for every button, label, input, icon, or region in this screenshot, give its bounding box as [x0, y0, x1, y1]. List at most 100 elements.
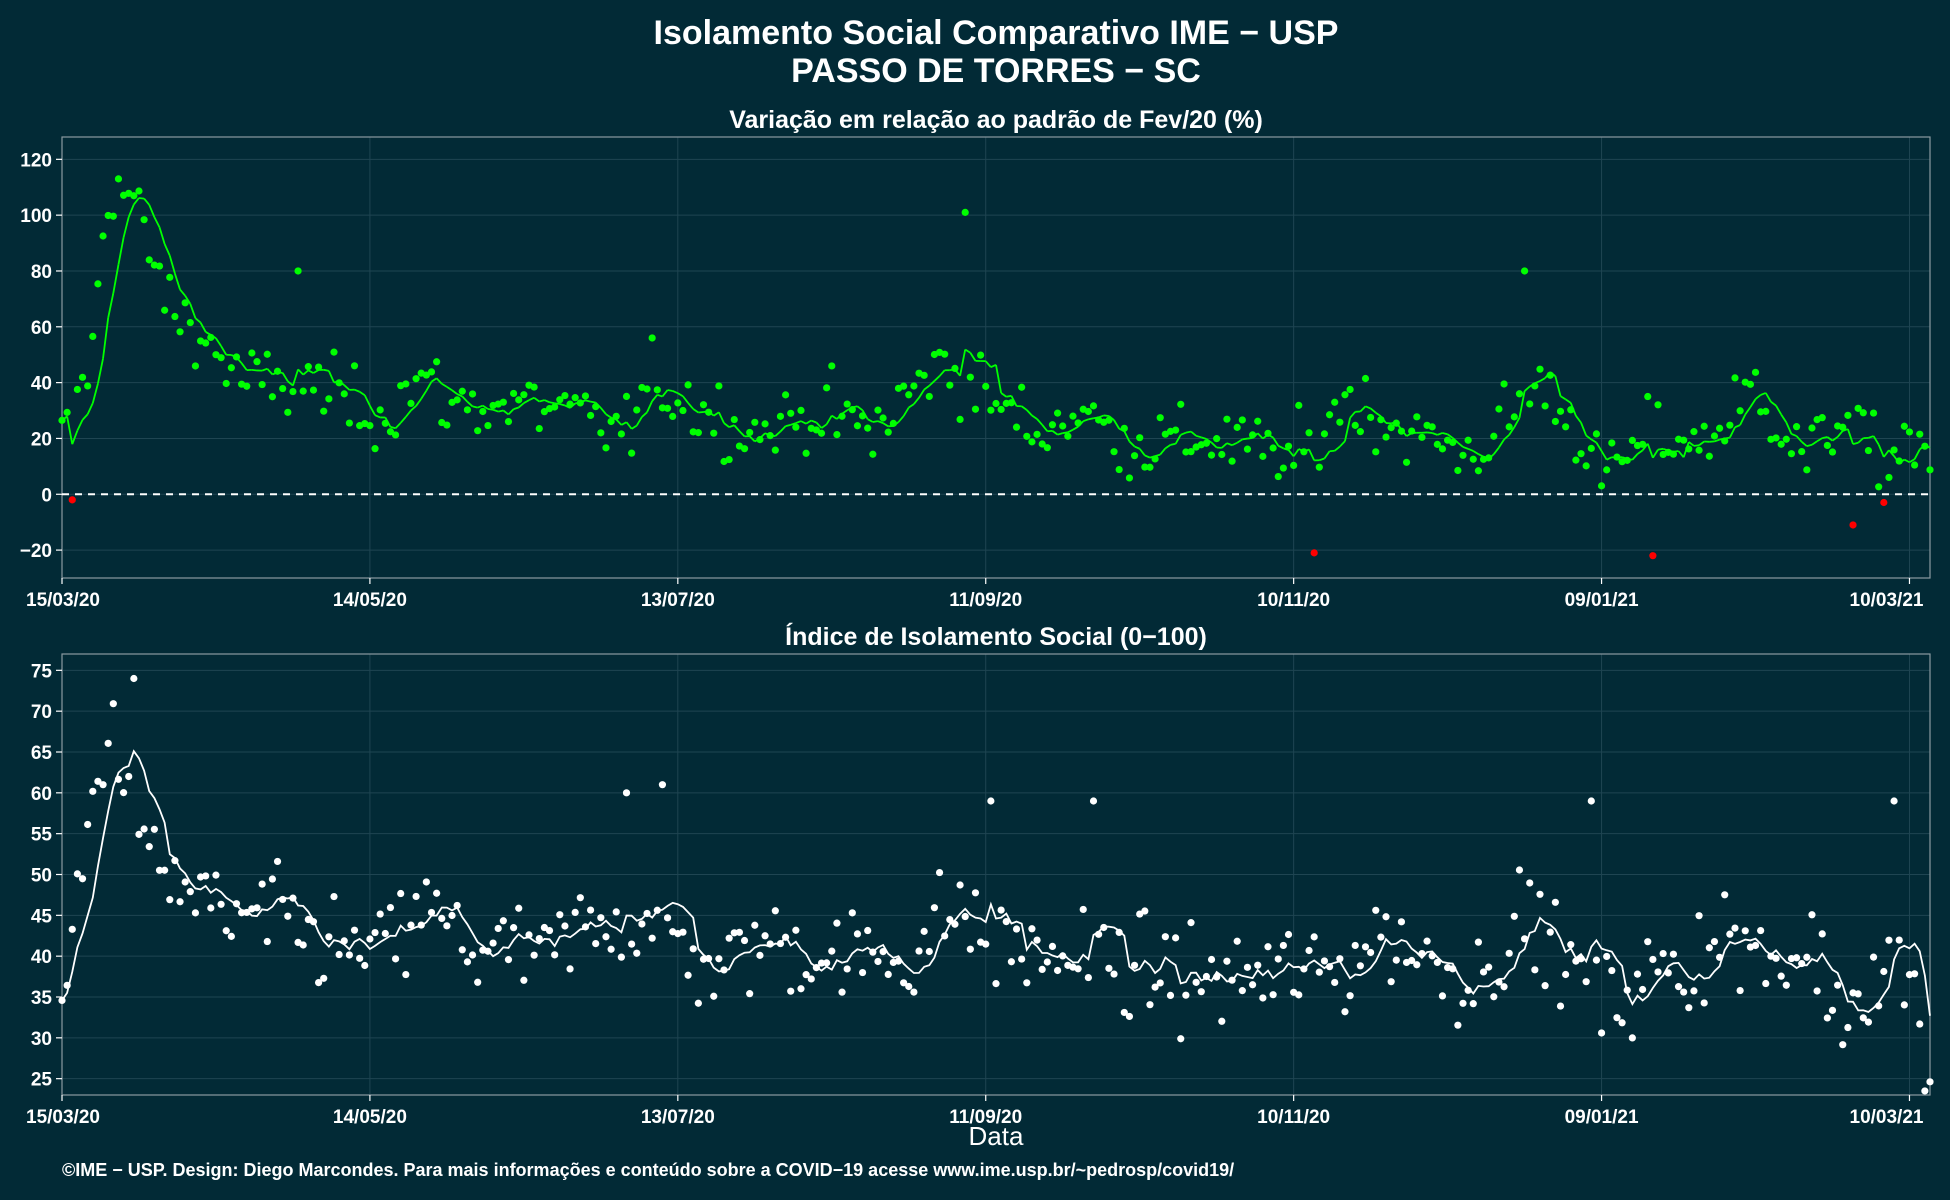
data-point: [910, 988, 918, 996]
moving-average-segment: [1138, 448, 1146, 456]
moving-average-segment: [1242, 437, 1248, 441]
moving-average-segment: [533, 397, 540, 403]
data-point: [1526, 879, 1534, 887]
data-point: [1864, 1018, 1873, 1026]
data-point: [1731, 374, 1739, 382]
data-point: [1582, 462, 1590, 470]
data-point: [1828, 1006, 1837, 1014]
data-point: [299, 387, 307, 395]
data-point: [1854, 404, 1862, 412]
data-point: [556, 396, 564, 404]
data-point: [787, 987, 795, 995]
data-point: [1428, 423, 1436, 431]
data-point: [1089, 402, 1098, 410]
data-point: [1382, 433, 1390, 441]
data-point: [1895, 457, 1903, 465]
data-point: [94, 280, 102, 288]
data-point: [699, 401, 708, 409]
data-point: [1438, 992, 1447, 1000]
data-point: [1202, 439, 1211, 447]
moving-average-segment: [66, 416, 74, 445]
moving-average-segment: [1292, 448, 1300, 457]
moving-average-segment: [410, 405, 417, 412]
data-point: [771, 907, 779, 915]
data-point: [925, 392, 933, 401]
data-point: [1736, 986, 1744, 995]
moving-average-segment: [1847, 428, 1854, 445]
data-point: [1916, 430, 1924, 438]
data-point: [412, 892, 420, 901]
data-point: [1202, 972, 1211, 981]
moving-average-segment: [461, 395, 469, 403]
moving-average-segment: [867, 418, 874, 423]
data-point: [1490, 993, 1498, 1001]
moving-average-segment: [1062, 431, 1068, 435]
moving-average-segment: [1590, 438, 1597, 444]
data-point: [1556, 1002, 1565, 1010]
moving-average-segment: [1729, 426, 1736, 438]
data-point: [1839, 1041, 1847, 1049]
data-point: [1023, 979, 1031, 987]
moving-average-segment: [1462, 446, 1469, 450]
x-tick-label: 13/07/20: [641, 1107, 715, 1128]
data-point: [1156, 979, 1164, 987]
moving-average-segment: [549, 401, 555, 405]
moving-average-segment: [1652, 449, 1659, 459]
data-point: [1290, 461, 1298, 470]
data-point: [1248, 431, 1257, 439]
data-point: [1438, 445, 1447, 453]
data-point: [94, 777, 102, 785]
data-point: [73, 385, 81, 394]
data-point: [900, 382, 908, 390]
data-point: [309, 918, 318, 926]
data-point: [1002, 917, 1010, 926]
moving-average-segment: [307, 369, 314, 374]
moving-average-segment: [390, 426, 396, 430]
data-point: [386, 428, 395, 436]
data-point: [1259, 994, 1267, 1002]
moving-average-segment: [995, 364, 1003, 394]
moving-average-segment: [800, 420, 807, 425]
data-point: [1120, 1008, 1128, 1017]
data-point: [1880, 967, 1888, 976]
data-point: [458, 946, 466, 954]
moving-average-segment: [1636, 449, 1644, 455]
moving-average-segment: [1744, 406, 1752, 415]
y-tick-label: 75: [31, 661, 53, 682]
data-point: [1551, 898, 1559, 906]
data-point: [1926, 1078, 1934, 1086]
moving-average-segment: [328, 370, 335, 383]
data-point: [1059, 952, 1067, 960]
data-point: [1033, 430, 1041, 438]
data-point: [1592, 956, 1601, 964]
data-point: [258, 880, 266, 888]
data-point: [427, 908, 436, 917]
moving-average-segment: [1236, 438, 1243, 444]
moving-average-segment: [810, 419, 817, 424]
y-tick-label: 45: [31, 906, 53, 927]
data-point: [889, 419, 897, 427]
data-point: [340, 390, 348, 398]
moving-average-segment: [240, 362, 248, 371]
data-point: [356, 954, 364, 962]
moving-average-segment: [1734, 424, 1741, 429]
data-point: [735, 928, 744, 936]
moving-average-segment: [122, 216, 130, 238]
x-tick-label: 10/11/20: [1257, 590, 1330, 611]
data-point: [191, 909, 200, 917]
data-point: [1710, 432, 1719, 440]
moving-average-segment: [774, 430, 782, 437]
data-point: [227, 364, 235, 372]
moving-average-segment: [1888, 449, 1895, 457]
data-point: [1505, 423, 1513, 431]
moving-average-segment: [1754, 394, 1762, 400]
moving-average-segment: [1447, 433, 1454, 439]
data-point: [1238, 416, 1246, 424]
x-tick-label: 14/05/20: [333, 1107, 407, 1128]
moving-average-segment: [1365, 405, 1371, 410]
moving-average-segment: [472, 405, 478, 409]
data-point: [1479, 968, 1488, 976]
data-point: [171, 312, 179, 321]
moving-average-segment: [1883, 449, 1890, 458]
data-point: [838, 412, 846, 420]
